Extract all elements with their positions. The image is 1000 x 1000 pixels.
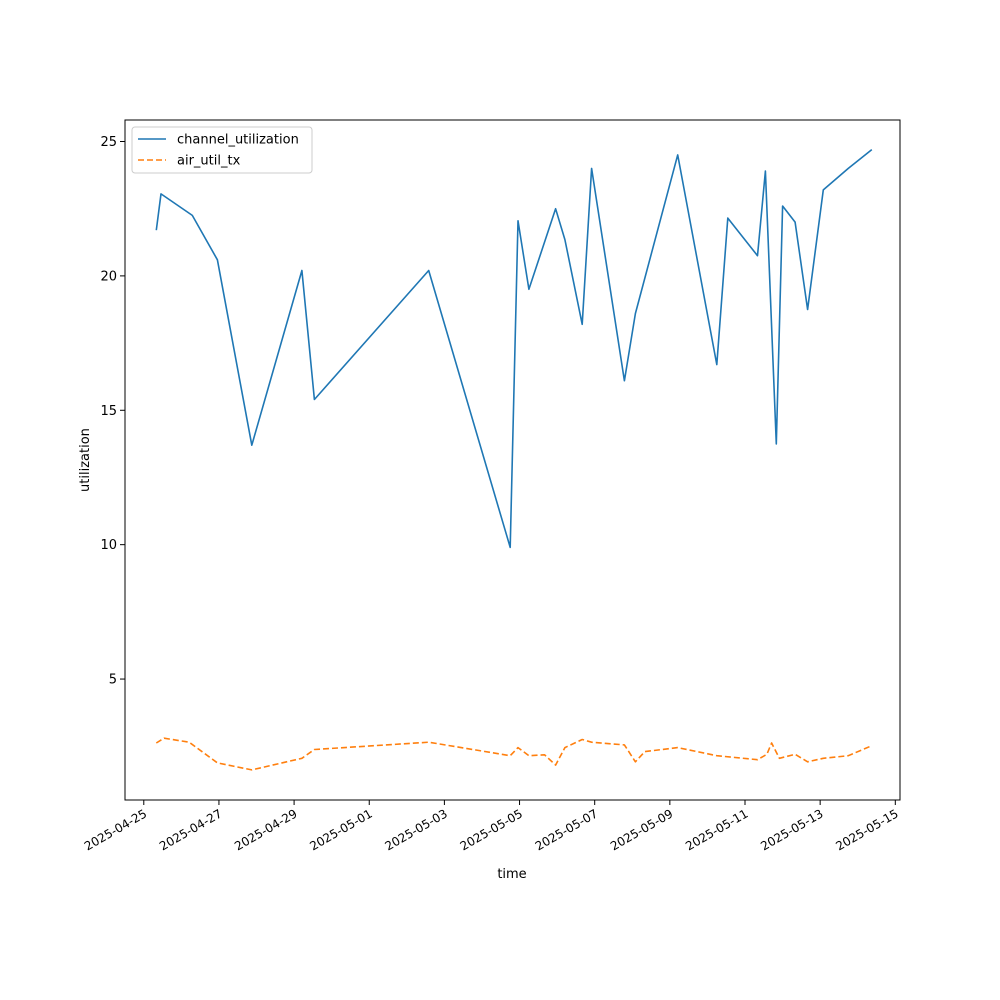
x-tick-label: 2025-05-15 [833, 806, 900, 853]
y-tick-label: 20 [100, 269, 117, 284]
y-axis-label: utilization [78, 428, 93, 492]
x-axis-ticks: 2025-04-25 2025-04-27 2025-04-29 2025-05-01… [82, 800, 901, 853]
x-tick-label: 2025-05-03 [382, 806, 449, 853]
legend-box [131, 126, 313, 174]
x-tick-label: 2025-05-11 [683, 806, 750, 853]
x-tick-label: 2025-04-29 [232, 806, 299, 853]
plot-area-frame [124, 119, 901, 801]
x-tick-label: 2025-05-13 [758, 806, 825, 853]
legend-label-1: air_util_tx [177, 154, 241, 169]
x-axis-label: time [497, 867, 526, 882]
y-tick-label: 25 [100, 135, 117, 150]
y-axis-ticks: 5 10 15 20 25 [100, 135, 125, 688]
y-tick-label: 5 [109, 673, 117, 688]
x-tick-label: 2025-05-05 [458, 806, 525, 853]
series-layer [155, 148, 873, 771]
y-tick-label: 15 [100, 404, 117, 419]
x-tick-label: 2025-04-25 [82, 806, 149, 853]
series-line-1 [155, 737, 873, 771]
y-tick-label: 10 [100, 538, 117, 553]
legend: channel_utilization air_util_tx [131, 126, 313, 174]
x-tick-label: 2025-05-01 [307, 806, 374, 853]
legend-label-0: channel_utilization [177, 133, 299, 148]
x-tick-label: 2025-04-27 [157, 806, 224, 853]
x-tick-label: 2025-05-09 [608, 806, 675, 853]
x-tick-label: 2025-05-07 [533, 806, 600, 853]
series-line-0 [155, 148, 873, 549]
